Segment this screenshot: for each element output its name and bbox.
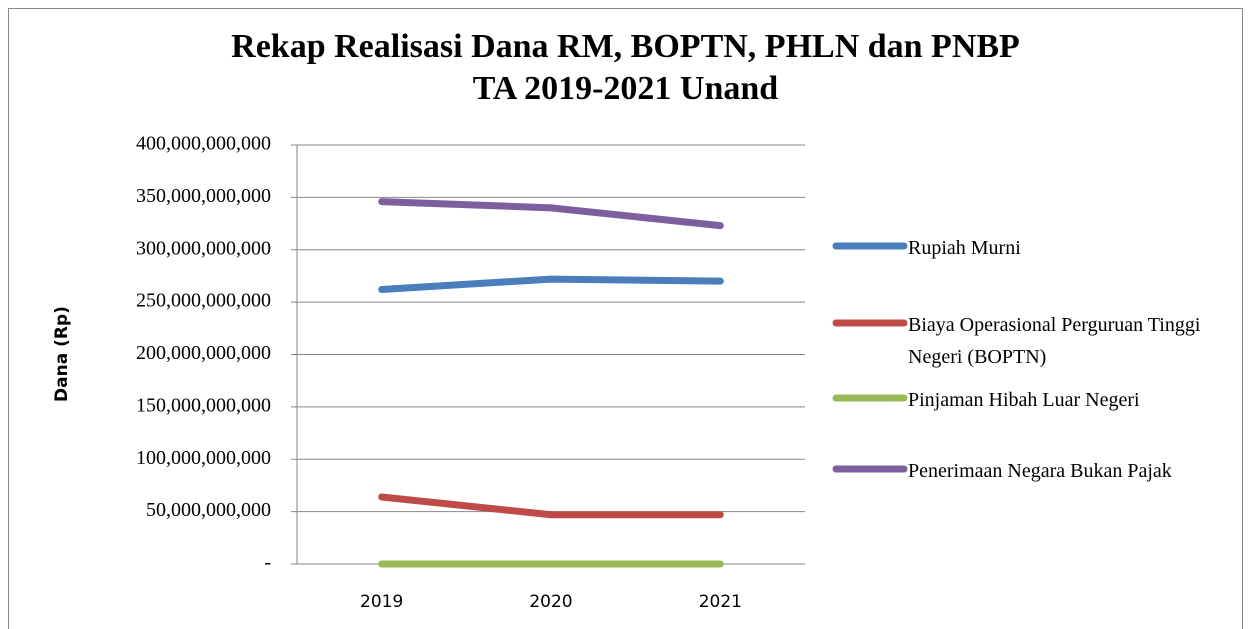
y-tick-label: 150,000,000,000	[136, 394, 271, 416]
legend-label: Rupiah Murni	[908, 237, 1021, 259]
series-line	[378, 198, 724, 230]
legend-swatch	[832, 465, 908, 473]
y-tick-label: 350,000,000,000	[136, 185, 271, 207]
legend-swatch	[832, 319, 908, 327]
legend-label: Biaya Operasional Perguruan Tinggi Neger…	[908, 314, 1201, 368]
y-tick-label: 250,000,000,000	[136, 290, 271, 312]
legend-label: Penerimaan Negara Bukan Pajak	[908, 460, 1172, 482]
y-tick-label: 50,000,000,000	[146, 499, 271, 521]
legend-label: Pinjaman Hibah Luar Negeri	[908, 389, 1140, 411]
y-tick-label: 300,000,000,000	[136, 237, 271, 259]
y-tick-label: 200,000,000,000	[136, 342, 271, 364]
legend-item: Pinjaman Hibah Luar Negeri	[832, 384, 1232, 416]
x-tick-label: 2019	[360, 592, 403, 612]
y-axis-label: Dana (Rp)	[52, 306, 72, 402]
y-tick-label: 100,000,000,000	[136, 447, 271, 469]
series-line	[378, 493, 724, 519]
y-tick-label: -	[264, 552, 271, 574]
legend-swatch	[832, 394, 908, 402]
legend-item: Penerimaan Negara Bukan Pajak	[832, 455, 1232, 487]
y-tick-label: 400,000,000,000	[136, 133, 271, 155]
chart-title: Rekap Realisasi Dana RM, BOPTN, PHLN dan…	[231, 28, 1020, 107]
chart-frame	[8, 8, 1243, 629]
legend-item: Rupiah Murni	[832, 232, 1232, 264]
series-line	[378, 275, 724, 294]
legend-item: Biaya Operasional Perguruan Tinggi Neger…	[832, 309, 1232, 373]
legend-swatch	[832, 242, 908, 250]
x-tick-label: 2021	[699, 592, 742, 612]
x-tick-label: 2020	[529, 592, 572, 612]
